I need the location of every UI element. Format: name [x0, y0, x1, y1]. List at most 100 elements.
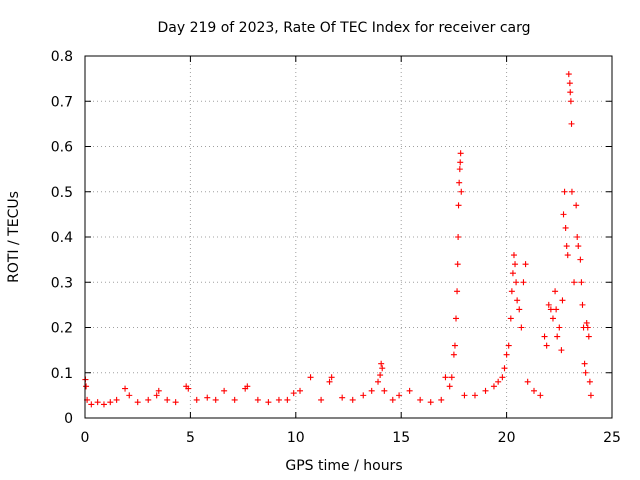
data-point — [453, 315, 460, 322]
data-point — [573, 202, 580, 209]
data-point — [212, 396, 219, 403]
data-point — [579, 301, 586, 308]
data-point — [514, 297, 521, 304]
data-point — [456, 179, 463, 186]
data-point — [564, 252, 571, 259]
data-point — [275, 396, 282, 403]
data-point — [537, 392, 544, 399]
data-point — [583, 319, 590, 326]
data-point — [457, 159, 464, 166]
data-point — [290, 390, 297, 397]
data-point — [461, 392, 468, 399]
data-point — [584, 324, 591, 331]
data-point — [381, 387, 388, 394]
data-point — [541, 333, 548, 340]
y-tick-label: 0.5 — [51, 185, 73, 201]
y-tick-label: 0.6 — [51, 140, 73, 156]
data-point — [563, 243, 570, 250]
y-tick-label: 0.7 — [51, 94, 73, 110]
data-point — [454, 261, 461, 268]
data-point — [145, 396, 152, 403]
data-point — [556, 324, 563, 331]
data-point — [508, 288, 515, 295]
data-point — [339, 394, 346, 401]
data-point — [204, 394, 211, 401]
data-point — [284, 396, 291, 403]
data-point — [509, 270, 516, 277]
data-point — [567, 89, 574, 96]
x-tick-label: 5 — [186, 430, 195, 446]
data-point — [520, 279, 527, 286]
data-point — [88, 401, 95, 408]
data-point — [100, 401, 107, 408]
data-point — [574, 234, 581, 240]
y-axis-title: ROTI / TECUs — [6, 191, 22, 283]
data-point — [561, 188, 568, 195]
x-tick-label: 15 — [392, 430, 410, 446]
data-point — [585, 333, 592, 340]
data-point — [454, 288, 461, 295]
data-point — [578, 279, 585, 286]
data-point — [560, 211, 567, 218]
x-tick-label: 10 — [287, 430, 305, 446]
data-point — [448, 374, 455, 381]
data-point — [83, 383, 90, 390]
y-tick-label: 0.4 — [51, 230, 73, 246]
x-tick-label: 0 — [81, 430, 90, 446]
data-point — [586, 378, 593, 385]
data-point — [582, 369, 589, 376]
data-point — [349, 396, 356, 403]
grid-lines — [85, 56, 612, 418]
data-point — [558, 347, 565, 354]
data-point — [507, 315, 514, 322]
data-point — [244, 383, 251, 390]
data-point — [396, 392, 403, 399]
data-point — [455, 234, 462, 240]
data-point — [516, 306, 523, 313]
data-point — [94, 399, 101, 406]
data-point — [254, 396, 261, 403]
data-point — [499, 374, 506, 381]
data-point — [122, 385, 129, 392]
data-point — [164, 396, 171, 403]
x-axis-title: GPS time / hours — [285, 458, 402, 474]
data-point — [318, 396, 325, 403]
data-point — [513, 279, 520, 286]
plot-frame — [84, 55, 613, 419]
data-point — [451, 342, 458, 349]
data-point — [265, 399, 272, 406]
data-point — [185, 385, 192, 392]
data-point — [581, 360, 588, 367]
data-point — [495, 378, 502, 385]
data-point — [562, 224, 569, 231]
data-point — [501, 365, 508, 372]
data-point — [406, 387, 413, 394]
data-point — [554, 333, 561, 340]
data-point — [552, 288, 559, 295]
axis-ticks: 0 5 10 15 20 25 0 0.1 0.2 0.3 0.4 0.5 0.6 0.7 0.8 — [51, 49, 621, 446]
data-point — [326, 378, 333, 385]
data-point — [455, 202, 462, 209]
data-point — [389, 396, 396, 403]
data-point — [503, 351, 510, 358]
data-point — [571, 279, 578, 286]
data-point — [446, 383, 453, 390]
data-point — [442, 374, 449, 381]
data-point — [587, 392, 594, 399]
data-point — [360, 392, 367, 399]
data-point — [471, 392, 478, 399]
chart-title: Day 219 of 2023, Rate Of TEC Index for r… — [157, 20, 530, 36]
data-point — [378, 360, 385, 367]
data-point — [518, 324, 525, 331]
data-point — [559, 297, 566, 304]
data-point — [417, 396, 424, 403]
data-point — [113, 396, 120, 403]
data-point — [577, 256, 584, 263]
data-point — [545, 301, 552, 308]
data-point — [566, 80, 573, 87]
x-tick-label: 25 — [603, 430, 621, 446]
y-tick-label: 0.1 — [51, 366, 73, 382]
data-point — [427, 399, 434, 406]
x-tick-label: 20 — [498, 430, 516, 446]
data-point — [368, 387, 375, 394]
